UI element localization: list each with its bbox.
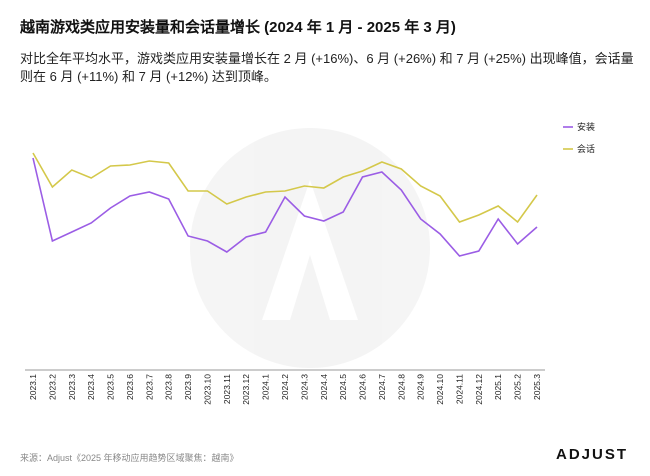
x-tick-label: 2024.7	[377, 374, 387, 400]
x-tick-label: 2024.12	[474, 374, 484, 405]
x-tick-label: 2025.1	[493, 374, 503, 400]
x-tick-label: 2023.5	[106, 374, 116, 400]
source-note: 来源：Adjust《2025 年移动应用趋势区域聚焦：越南》	[20, 453, 239, 463]
x-tick-label: 2023.12	[241, 374, 251, 405]
chart-title: 越南游戏类应用安装量和会话量增长 (2024 年 1 月 - 2025 年 3 …	[20, 19, 456, 36]
x-tick-label: 2023.7	[144, 374, 154, 400]
x-tick-label: 2024.5	[338, 374, 348, 400]
x-tick-label: 2023.2	[47, 374, 57, 400]
x-tick-label: 2024.4	[319, 374, 329, 400]
x-tick-label: 2025.3	[532, 374, 542, 400]
series-line	[32, 157, 538, 257]
x-tick-label: 2024.6	[358, 374, 368, 400]
legend-label: 安装	[577, 121, 595, 132]
x-tick-label: 2024.9	[416, 374, 426, 400]
watermark	[190, 128, 430, 368]
x-tick-label: 2024.2	[280, 374, 290, 400]
x-tick-label: 2024.1	[261, 374, 271, 400]
x-tick-label: 2023.10	[202, 374, 212, 405]
logo: ADJUST	[555, 446, 628, 463]
legend-label: 会话	[577, 143, 595, 154]
x-tick-label: 2023.6	[125, 374, 135, 400]
x-tick-label: 2023.3	[67, 374, 77, 400]
x-tick-label: 2025.2	[513, 374, 523, 400]
x-tick-label: 2023.8	[164, 374, 174, 400]
x-tick-label: 2023.1	[28, 374, 38, 400]
chart-subtitle: 对比全年平均水平，游戏类应用安装量增长在 2 月 (+16%)、6 月 (+26…	[20, 51, 634, 84]
series-line	[32, 152, 538, 224]
x-tick-label: 2024.11	[454, 374, 464, 404]
x-tick-label: 2023.11	[222, 374, 232, 404]
x-tick-label: 2024.8	[396, 374, 406, 400]
x-tick-label: 2023.9	[183, 374, 193, 400]
x-tick-label: 2024.10	[435, 374, 445, 405]
x-tick-label: 2023.4	[86, 374, 96, 400]
x-tick-label: 2024.3	[299, 374, 309, 400]
